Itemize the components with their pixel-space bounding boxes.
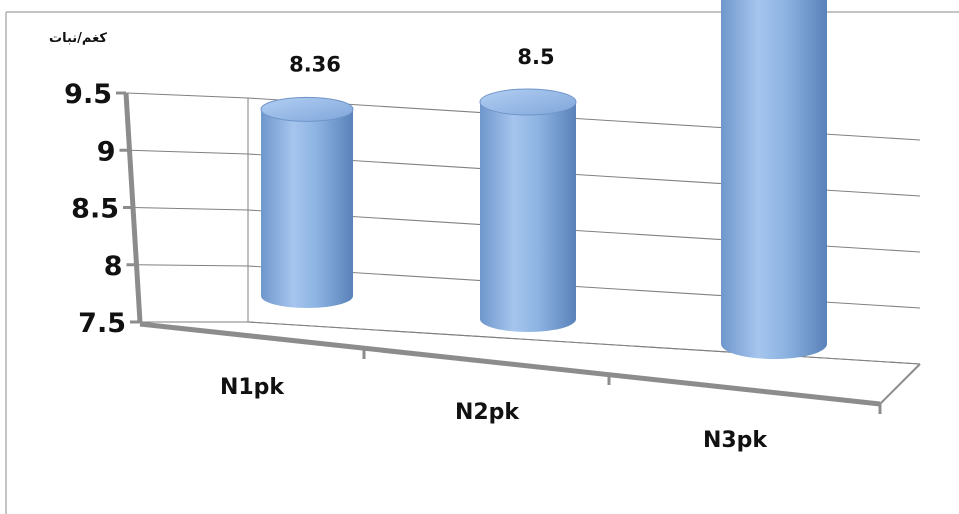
bars	[260, 0, 827, 359]
bar-body-0	[261, 109, 353, 308]
bar-N1pk	[260, 96, 354, 308]
data-label-1: 8.5	[517, 45, 554, 69]
category-label-1: N2pk	[455, 400, 520, 425]
floor-right-edge	[879, 363, 921, 405]
gridline-side-3	[129, 149, 249, 155]
axes	[116, 91, 921, 414]
floor-back-edge	[247, 321, 921, 365]
bar-top-0	[260, 96, 354, 122]
bar-top-1	[479, 88, 577, 116]
gridline-side-2	[132, 207, 249, 211]
y-tick-label-1: 8	[104, 251, 123, 282]
category-label-0: N1pk	[220, 375, 285, 400]
y-tick-label-2: 8.5	[71, 194, 119, 225]
y-tick-label-4: 9.5	[64, 79, 112, 110]
data-label-0: 8.36	[289, 52, 341, 76]
bar-N2pk	[479, 88, 577, 332]
y-axis-unit-label: كغم/نبات	[49, 31, 107, 46]
category-label-2: N3pk	[703, 428, 768, 453]
gridline-side-4	[125, 92, 249, 99]
bar-body-2	[721, 0, 827, 359]
data-labels: 8.368.59.23	[289, 45, 555, 76]
x-axis-line	[139, 321, 881, 407]
bar-body-1	[480, 102, 576, 332]
bar-N3pk	[721, 0, 827, 359]
gridline-side-1	[136, 264, 249, 267]
y-tick-labels: 7.5 8 8.5 9 9.5	[64, 79, 126, 339]
y-tick-label-3: 9	[97, 136, 116, 167]
y-axis-line	[123, 92, 143, 323]
category-labels: N1pk N2pk N3pk	[220, 375, 768, 453]
y-tick-label-0: 7.5	[78, 308, 126, 339]
